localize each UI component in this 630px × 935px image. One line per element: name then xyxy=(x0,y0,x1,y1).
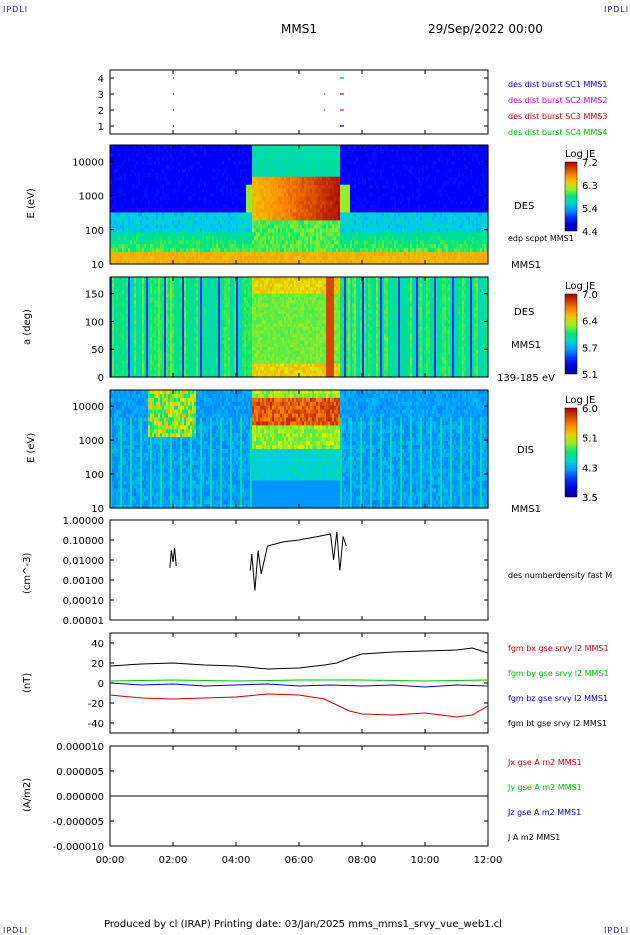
plot-canvas: 1 2 3 4 des dist burst SC1 MMS1 des dist burs… xyxy=(0,0,630,934)
burst-y-tick-label: 2 xyxy=(98,106,104,117)
burst-y-tick-label: 3 xyxy=(98,90,104,101)
burst-panel-frame xyxy=(110,70,488,134)
des-energy-cells xyxy=(110,145,489,265)
burst-y-tick-label: 4 xyxy=(98,74,104,85)
burst-legend-entry: des dist burst SC3 MMS3 xyxy=(508,112,607,121)
burst-legend-entry: des dist burst SC4 MMS4 xyxy=(508,128,607,137)
burst-legend-entry: des dist burst SC1 MMS1 xyxy=(508,80,607,89)
burst-y-tick-label: 1 xyxy=(98,122,104,133)
burst-legend-entry: des dist burst SC2 MMS2 xyxy=(508,96,607,105)
